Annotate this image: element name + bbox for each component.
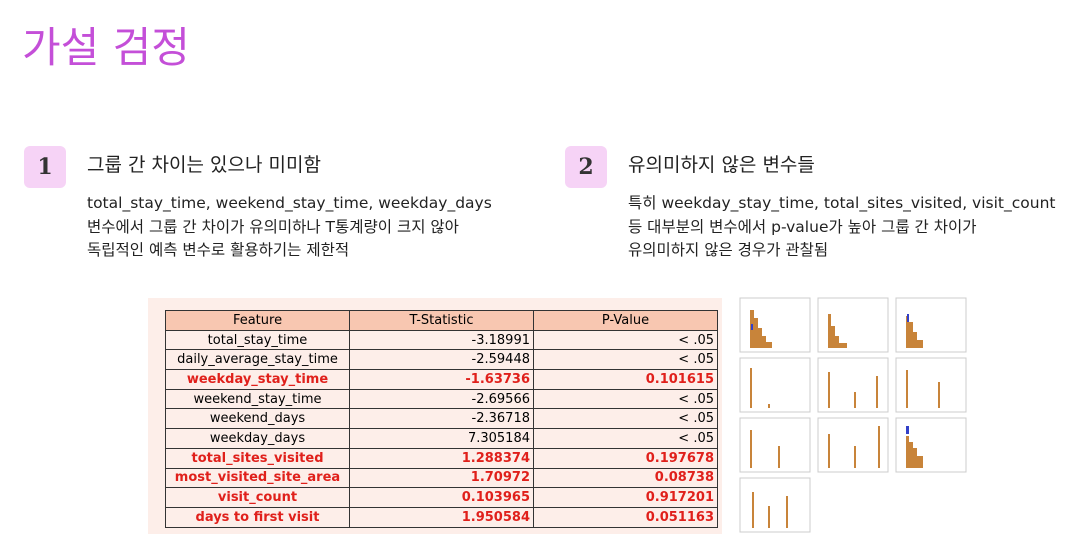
table-cell: 1.70972	[349, 467, 534, 489]
table-cell: daily_average_stay_time	[165, 349, 350, 371]
table-cell: 0.08738	[533, 467, 718, 489]
table-cell: 1.288374	[349, 447, 534, 469]
table-row: most_visited_site_area 1.70972 0.08738	[165, 467, 718, 489]
slide-title: 가설 검정	[22, 23, 190, 72]
header-cell: P-Value	[533, 310, 718, 331]
table-cell: 7.305184	[349, 428, 534, 449]
header-cell: T-Statistic	[349, 310, 534, 331]
table-row: days to first visit 1.950584 0.051163	[165, 506, 718, 528]
table-cell: 0.103965	[349, 487, 534, 508]
table-row: daily_average_stay_time -2.59448 < .05	[165, 349, 718, 371]
header-cell: Feature	[165, 310, 350, 331]
table-cell: < .05	[533, 408, 718, 430]
body-line: total_stay_time, weekend_stay_time, week…	[87, 194, 492, 212]
table-cell: -2.59448	[349, 349, 534, 371]
table-cell: 0.197678	[533, 447, 718, 469]
body-line: 특히 weekday_stay_time, total_sites_visite…	[628, 194, 1056, 212]
header-row: Feature T-Statistic P-Value	[165, 310, 718, 331]
table-cell: -2.69566	[349, 388, 534, 410]
table-cell: visit_count	[165, 487, 350, 508]
table-row: weekday_stay_time -1.63736 0.101615	[165, 369, 718, 390]
table-row: visit_count 0.103965 0.917201	[165, 487, 718, 508]
table-cell: 0.917201	[533, 487, 718, 508]
point-number: 1	[24, 146, 66, 188]
point-body: total_stay_time, weekend_stay_time, week…	[87, 192, 492, 263]
point-heading: 그룹 간 차이는 있으나 미미함	[87, 154, 321, 176]
table-cell: total_stay_time	[165, 329, 350, 351]
table-row: total_stay_time -3.18991 < .05	[165, 329, 718, 351]
body-line: 유의미하지 않은 경우가 관찰됨	[628, 241, 829, 259]
point-number: 2	[565, 146, 607, 188]
results-table: Feature T-Statistic P-Value total_stay_time…	[165, 310, 718, 528]
table-cell: 0.101615	[533, 369, 718, 390]
table-cell: -2.36718	[349, 408, 534, 430]
body-line: 변수에서 그룹 간 차이가 유의미하나 T통계량이 크지 않아	[87, 217, 459, 236]
point-heading: 유의미하지 않은 변수들	[628, 154, 815, 176]
table-cell: 0.051163	[533, 506, 718, 528]
point-body: 특히 weekday_stay_time, total_sites_visite…	[628, 192, 1055, 263]
table-cell: < .05	[533, 428, 718, 449]
body-line: 독립적인 예측 변수로 활용하기는 제한적	[87, 241, 350, 259]
table-cell: 1.950584	[349, 506, 534, 528]
body-line: 등 대부분의 변수에서 p-value가 높아 그룹 간 차이가	[628, 217, 977, 236]
table-row: weekday_days 7.305184 < .05	[165, 428, 718, 449]
table-cell: weekend_days	[165, 408, 350, 430]
table-cell: < .05	[533, 388, 718, 410]
table-row: weekend_days -2.36718 < .05	[165, 408, 718, 430]
table-cell: < .05	[533, 329, 718, 351]
table-row: total_sites_visited 1.288374 0.197678	[165, 447, 718, 469]
table-cell: weekday_days	[165, 428, 350, 449]
table-cell: -1.63736	[349, 369, 534, 390]
table-row: weekend_stay_time -2.69566 < .05	[165, 388, 718, 410]
table-cell: -3.18991	[349, 329, 534, 351]
table-cell: weekday_stay_time	[165, 369, 350, 390]
table-cell: most_visited_site_area	[165, 467, 350, 489]
table-cell: total_sites_visited	[165, 447, 350, 469]
table-cell: days to first visit	[165, 506, 350, 528]
table-cell: < .05	[533, 349, 718, 371]
histogram-thumbnails	[739, 297, 967, 533]
table-cell: weekend_stay_time	[165, 388, 350, 410]
